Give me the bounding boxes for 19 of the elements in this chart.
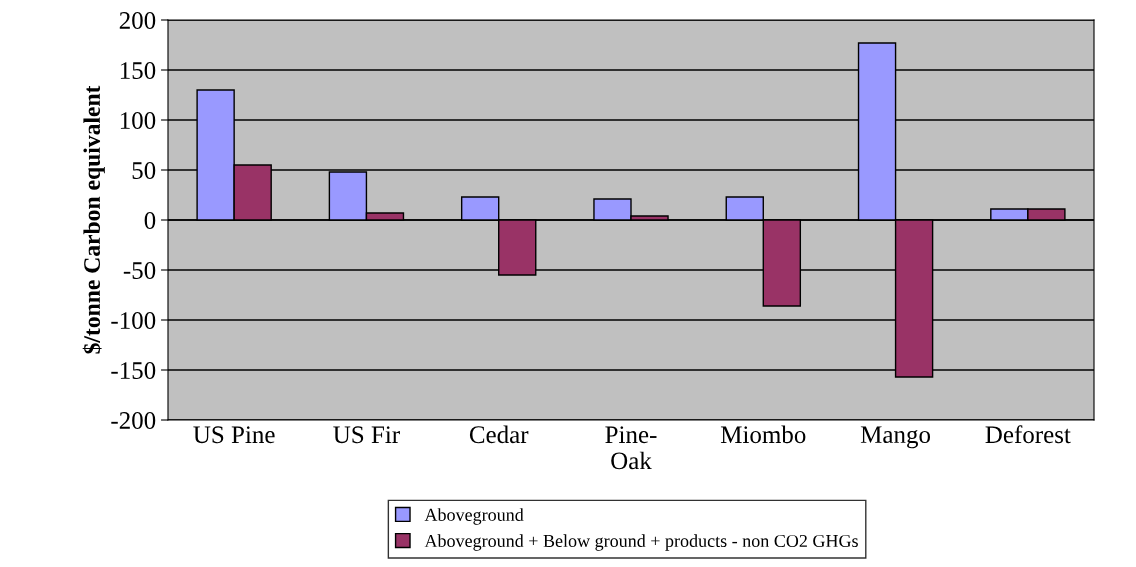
y-tick-label: -200 (111, 412, 156, 429)
y-tick-label: 100 (120, 112, 156, 129)
x-tick-label: US Pine (193, 426, 275, 444)
x-tick-label: Pine- Oak (605, 426, 657, 470)
x-tick-label: Deforest (985, 425, 1071, 444)
x-tick-label: Miombo (720, 425, 806, 444)
y-tick-label: 150 (120, 62, 156, 79)
x-tick-label: Cedar (469, 425, 529, 444)
y-tick-label: -100 (111, 312, 156, 329)
x-tick-label: Mango (860, 426, 931, 449)
legend-label: Aboveground (424, 508, 524, 525)
legend-label: Aboveground + Below ground + products - non CO2 GHGs (424, 534, 858, 551)
y-tick-label: -50 (123, 262, 156, 279)
y-axis-title: $/tonne Carbon equivalent (82, 85, 105, 354)
y-tick-label: 200 (119, 12, 156, 29)
y-tick-label: 50 (132, 162, 156, 179)
x-tick-label: US Fir (333, 426, 400, 444)
y-tick-label: 0 (144, 212, 156, 229)
y-tick-label: -150 (111, 362, 156, 379)
